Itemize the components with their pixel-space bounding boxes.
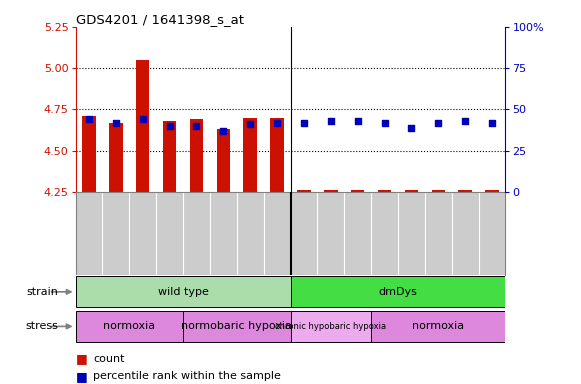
Point	[272, 119, 282, 126]
Text: chronic hypobaric hypoxia: chronic hypobaric hypoxia	[275, 322, 386, 331]
Point	[299, 119, 309, 126]
Bar	[76, 276, 290, 307]
Text: normoxia: normoxia	[103, 321, 155, 331]
Text: wild type: wild type	[157, 287, 209, 297]
Point	[487, 119, 497, 126]
Bar	[217, 129, 230, 192]
Bar	[458, 190, 472, 192]
Bar	[371, 311, 505, 342]
Text: dmDys: dmDys	[379, 287, 417, 297]
Bar	[243, 118, 257, 192]
Point	[192, 123, 201, 129]
Bar	[76, 311, 183, 342]
Text: percentile rank within the sample: percentile rank within the sample	[93, 371, 281, 381]
Bar	[485, 190, 498, 192]
Bar	[163, 121, 176, 192]
Bar	[109, 122, 123, 192]
Point	[165, 123, 174, 129]
Text: GDS4201 / 1641398_s_at: GDS4201 / 1641398_s_at	[76, 13, 243, 26]
Point	[138, 116, 148, 122]
Text: ■: ■	[76, 353, 87, 366]
Point	[326, 118, 335, 124]
Bar	[190, 119, 203, 192]
Bar	[290, 311, 371, 342]
Text: ■: ■	[76, 370, 87, 383]
Point	[433, 119, 443, 126]
Bar	[324, 190, 338, 192]
Text: normobaric hypoxia: normobaric hypoxia	[181, 321, 292, 331]
Point	[353, 118, 363, 124]
Bar	[432, 190, 445, 192]
Point	[407, 124, 416, 131]
Bar	[136, 60, 149, 192]
Bar	[297, 190, 311, 192]
Point	[461, 118, 470, 124]
Bar	[270, 118, 284, 192]
Text: normoxia: normoxia	[413, 321, 464, 331]
Bar	[83, 116, 96, 192]
Bar	[183, 311, 290, 342]
Text: count: count	[93, 354, 124, 364]
Point	[218, 128, 228, 134]
Bar	[378, 190, 391, 192]
Point	[246, 121, 255, 127]
Bar	[351, 190, 364, 192]
Text: strain: strain	[26, 287, 58, 297]
Point	[380, 119, 389, 126]
Point	[111, 119, 120, 126]
Point	[84, 116, 94, 122]
Bar	[405, 190, 418, 192]
Bar	[290, 276, 505, 307]
Text: stress: stress	[25, 321, 58, 331]
